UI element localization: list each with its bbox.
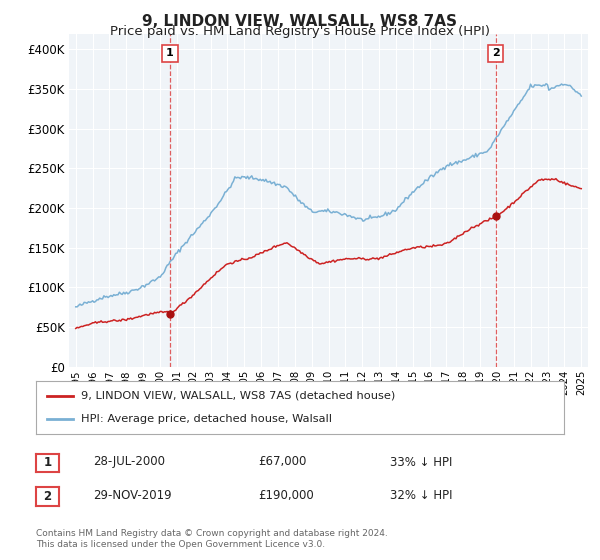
Text: 28-JUL-2000: 28-JUL-2000 — [93, 455, 165, 469]
Text: HPI: Average price, detached house, Walsall: HPI: Average price, detached house, Wals… — [81, 414, 332, 424]
Text: 9, LINDON VIEW, WALSALL, WS8 7AS: 9, LINDON VIEW, WALSALL, WS8 7AS — [143, 14, 458, 29]
Text: 2: 2 — [43, 490, 52, 503]
Text: 9, LINDON VIEW, WALSALL, WS8 7AS (detached house): 9, LINDON VIEW, WALSALL, WS8 7AS (detach… — [81, 391, 395, 401]
Text: 1: 1 — [166, 48, 173, 58]
Text: 1: 1 — [43, 456, 52, 469]
Text: Price paid vs. HM Land Registry's House Price Index (HPI): Price paid vs. HM Land Registry's House … — [110, 25, 490, 38]
Text: Contains HM Land Registry data © Crown copyright and database right 2024.
This d: Contains HM Land Registry data © Crown c… — [36, 529, 388, 549]
Text: £67,000: £67,000 — [258, 455, 307, 469]
Text: 32% ↓ HPI: 32% ↓ HPI — [390, 489, 452, 502]
Text: £190,000: £190,000 — [258, 489, 314, 502]
Text: 29-NOV-2019: 29-NOV-2019 — [93, 489, 172, 502]
Text: 33% ↓ HPI: 33% ↓ HPI — [390, 455, 452, 469]
Text: 2: 2 — [492, 48, 499, 58]
